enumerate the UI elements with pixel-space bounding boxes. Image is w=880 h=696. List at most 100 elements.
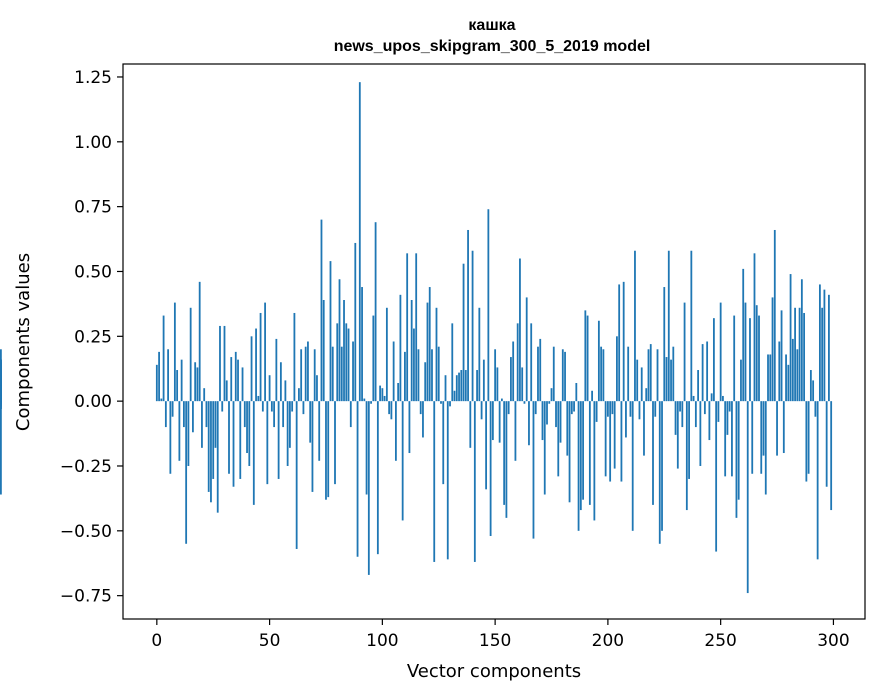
- bar: [293, 312, 296, 402]
- bar: [270, 401, 273, 412]
- bar: [0, 398, 2, 402]
- bar: [167, 349, 170, 402]
- bar: [701, 344, 704, 402]
- bar: [352, 341, 354, 402]
- bar: [593, 401, 596, 521]
- bar: [602, 349, 605, 402]
- bar: [778, 341, 781, 402]
- bar: [169, 401, 172, 474]
- bar: [555, 401, 557, 428]
- bar: [805, 401, 808, 482]
- bar: [803, 312, 806, 402]
- bar: [469, 401, 472, 448]
- bar: [609, 401, 612, 482]
- bar: [559, 401, 562, 443]
- bar: [264, 302, 266, 402]
- bar: [187, 401, 190, 466]
- bar: [753, 253, 756, 402]
- bar: [665, 357, 668, 402]
- bar: [370, 401, 372, 404]
- bar: [309, 401, 312, 443]
- bar: [354, 242, 357, 402]
- y-tick-label: 0.50: [74, 262, 112, 282]
- bar: [230, 357, 233, 402]
- y-tick-label: −0.75: [60, 587, 112, 607]
- bar: [428, 287, 431, 402]
- bar: [519, 258, 521, 402]
- y-tick-label: 0.25: [74, 327, 112, 347]
- bar: [189, 307, 192, 402]
- bar: [225, 380, 228, 402]
- bar: [773, 229, 776, 402]
- bar: [742, 268, 745, 402]
- bar: [715, 401, 718, 552]
- x-tick-label: 100: [366, 631, 398, 651]
- bar: [361, 287, 363, 402]
- bar: [694, 401, 697, 428]
- bar: [629, 401, 632, 417]
- bar: [751, 401, 754, 474]
- bar: [534, 401, 537, 415]
- bar: [476, 370, 478, 402]
- bar: [719, 302, 722, 402]
- bar: [586, 315, 589, 402]
- bar: [464, 370, 467, 402]
- bar: [543, 401, 546, 495]
- bar: [458, 372, 460, 402]
- bar: [749, 318, 751, 402]
- bar: [798, 307, 801, 402]
- bar: [376, 401, 379, 555]
- bar: [683, 302, 686, 402]
- bar: [246, 401, 248, 454]
- bar: [419, 401, 422, 415]
- bar: [503, 401, 506, 505]
- bar: [185, 401, 188, 544]
- bar: [625, 401, 627, 438]
- bar: [546, 401, 548, 425]
- y-tick-label: 1.25: [74, 68, 112, 88]
- x-tick-label: 250: [704, 631, 736, 651]
- bar: [212, 401, 215, 479]
- bar: [807, 401, 810, 474]
- bar: [207, 401, 210, 492]
- bar: [394, 401, 397, 461]
- bar: [300, 349, 303, 402]
- bar: [390, 401, 393, 420]
- x-tick-label: 50: [259, 631, 281, 651]
- bar: [173, 302, 176, 402]
- bar: [575, 382, 578, 402]
- bar: [383, 395, 386, 402]
- bar: [232, 401, 235, 487]
- bar: [724, 401, 727, 477]
- bar: [776, 401, 778, 456]
- bar: [789, 274, 792, 402]
- bar: [282, 401, 285, 428]
- bar: [523, 401, 526, 404]
- bar: [372, 315, 375, 402]
- bar: [223, 325, 226, 402]
- bar: [480, 401, 483, 420]
- bar: [336, 323, 339, 402]
- bar: [334, 401, 336, 485]
- bar: [512, 341, 515, 402]
- bar: [288, 401, 291, 448]
- bar: [381, 388, 384, 402]
- bar: [316, 375, 318, 402]
- bar: [248, 401, 251, 466]
- bar: [688, 401, 690, 479]
- bar: [295, 401, 298, 549]
- bar: [221, 401, 224, 412]
- bar: [717, 401, 720, 422]
- bar: [649, 344, 652, 402]
- bar: [266, 401, 269, 485]
- bar: [809, 370, 812, 402]
- bar: [821, 307, 824, 402]
- bar: [767, 354, 769, 402]
- y-tick-label: 0.00: [74, 392, 112, 412]
- bar: [0, 401, 2, 495]
- bar: [160, 398, 163, 402]
- bar: [561, 349, 564, 402]
- bar: [313, 349, 316, 402]
- bar: [446, 401, 449, 560]
- x-tick-label: 0: [151, 631, 162, 651]
